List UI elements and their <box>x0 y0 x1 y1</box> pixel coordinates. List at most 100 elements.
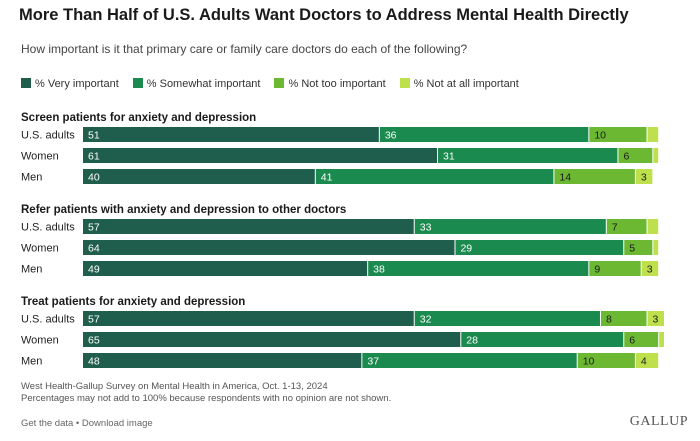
footer-separator: • <box>73 418 82 429</box>
bar-value-label: 38 <box>373 264 385 276</box>
bar-segment-2 <box>624 332 659 347</box>
row-label: Women <box>21 243 59 255</box>
get-data-link[interactable]: Get the data <box>21 418 74 429</box>
bar-segment-3 <box>653 148 659 163</box>
bar-segment-2 <box>624 240 653 255</box>
bar-segment-2 <box>600 311 647 326</box>
bar-segment-3 <box>635 353 659 368</box>
row-label: U.S. adults <box>21 314 75 326</box>
bar-value-label: 3 <box>653 314 659 326</box>
bar-segment-2 <box>577 353 635 368</box>
bar-segment-2 <box>618 148 653 163</box>
bar-segment-0 <box>83 240 455 255</box>
bar-segment-1 <box>414 219 606 234</box>
group-heading: Screen patients for anxiety and depressi… <box>21 112 256 124</box>
bar-segment-1 <box>362 353 577 368</box>
bar-value-label: 28 <box>466 335 478 347</box>
bar-segment-3 <box>635 169 653 184</box>
bar-segment-2 <box>554 169 635 184</box>
chart-title: More Than Half of U.S. Adults Want Docto… <box>19 6 629 24</box>
bar-value-label: 8 <box>606 314 612 326</box>
bar-value-label: 31 <box>443 151 455 163</box>
bar-value-label: 41 <box>321 172 333 184</box>
download-image-link[interactable]: Download image <box>81 418 153 429</box>
footer-links: Get the data • Download image <box>21 418 153 429</box>
legend-swatch <box>399 78 410 88</box>
bar-value-label: 4 <box>641 356 647 368</box>
row-label: Men <box>21 172 42 184</box>
bar-value-label: 10 <box>594 130 606 142</box>
legend-item-1: % Somewhat important <box>132 78 261 90</box>
row-label: Women <box>21 335 59 347</box>
bar-segment-3 <box>641 261 659 276</box>
bar-value-label: 48 <box>88 356 100 368</box>
row-label: Men <box>21 264 42 276</box>
bar-segment-1 <box>461 332 624 347</box>
bar-segment-2 <box>606 219 647 234</box>
stacked-bar-chart: Screen patients for anxiety and depressi… <box>21 112 664 368</box>
legend-item-0: % Very important <box>21 78 119 90</box>
bar-value-label: 3 <box>647 264 653 276</box>
legend-label: % Not too important <box>288 78 386 90</box>
legend-label: % Very important <box>35 78 119 90</box>
bar-segment-0 <box>83 127 379 142</box>
bar-value-label: 65 <box>88 335 100 347</box>
percentage-note: Percentages may not add to 100% because … <box>21 393 392 404</box>
bar-value-label: 49 <box>88 264 100 276</box>
bar-value-label: 40 <box>88 172 100 184</box>
bar-segment-1 <box>379 127 589 142</box>
bar-segment-0 <box>83 332 461 347</box>
bar-value-label: 32 <box>420 314 432 326</box>
bar-segment-0 <box>83 148 438 163</box>
bar-segment-3 <box>647 127 659 142</box>
bar-segment-0 <box>83 311 414 326</box>
bar-segment-2 <box>589 127 647 142</box>
bar-segment-2 <box>589 261 641 276</box>
bar-value-label: 9 <box>594 264 600 276</box>
bar-segment-0 <box>83 219 414 234</box>
bar-value-label: 14 <box>559 172 571 184</box>
bar-value-label: 6 <box>623 151 629 163</box>
bar-segment-1 <box>315 169 554 184</box>
bar-value-label: 61 <box>88 151 100 163</box>
legend: % Very important % Somewhat important % No… <box>21 78 533 90</box>
chart-subtitle: How important is it that primary care or… <box>21 42 468 56</box>
bar-segment-3 <box>659 332 664 347</box>
row-label: Men <box>21 356 42 368</box>
bar-value-label: 37 <box>367 356 379 368</box>
group-heading: Treat patients for anxiety and depressio… <box>21 296 245 308</box>
legend-label: % Somewhat important <box>146 78 261 90</box>
source-note: West Health-Gallup Survey on Mental Heal… <box>21 381 328 392</box>
bar-value-label: 5 <box>629 243 635 255</box>
row-label: U.S. adults <box>21 130 75 142</box>
legend-swatch <box>132 78 143 88</box>
bar-value-label: 57 <box>88 314 100 326</box>
bar-value-label: 33 <box>420 222 432 234</box>
bar-segment-0 <box>83 353 362 368</box>
bar-value-label: 36 <box>385 130 397 142</box>
bar-segment-3 <box>653 240 659 255</box>
bar-value-label: 57 <box>88 222 100 234</box>
bar-segment-0 <box>83 169 315 184</box>
bar-value-label: 51 <box>88 130 100 142</box>
bar-segment-3 <box>647 219 659 234</box>
bar-value-label: 7 <box>612 222 618 234</box>
bar-segment-0 <box>83 261 368 276</box>
bar-segment-1 <box>414 311 600 326</box>
bar-value-label: 64 <box>88 243 100 255</box>
bar-value-label: 29 <box>460 243 472 255</box>
bar-segment-1 <box>438 148 618 163</box>
group-heading: Refer patients with anxiety and depressi… <box>21 204 346 216</box>
legend-swatch <box>21 78 31 88</box>
bar-segment-1 <box>368 261 589 276</box>
row-label: Women <box>21 151 59 163</box>
bar-value-label: 6 <box>629 335 635 347</box>
legend-item-2: % Not too important <box>274 78 386 90</box>
bar-value-label: 10 <box>583 356 595 368</box>
legend-item-3: % Not at all important <box>399 78 519 90</box>
gallup-logo: GALLUP <box>629 414 688 429</box>
legend-swatch <box>274 78 285 88</box>
legend-label: % Not at all important <box>413 78 519 90</box>
bar-segment-3 <box>647 311 664 326</box>
bar-value-label: 3 <box>641 172 647 184</box>
